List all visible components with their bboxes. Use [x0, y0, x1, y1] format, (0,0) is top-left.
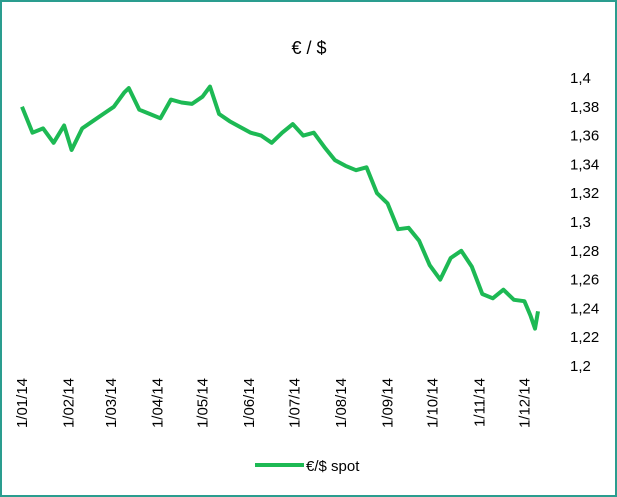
- series-line: [20, 84, 540, 331]
- y-tick-label: 1,26: [570, 272, 599, 289]
- y-tick-label: 1,28: [570, 243, 599, 260]
- y-tick-label: 1,24: [570, 300, 599, 317]
- x-tick-label: 1/06/14: [241, 378, 258, 428]
- x-tick-label: 1/12/14: [516, 378, 533, 428]
- x-tick-label: 1/03/14: [103, 378, 120, 428]
- x-tick-label: 1/10/14: [425, 378, 442, 428]
- y-tick-label: 1,2: [570, 358, 591, 375]
- y-tick-label: 1,4: [570, 70, 591, 87]
- y-tick-label: 1,32: [570, 185, 599, 202]
- y-tick-label: 1,36: [570, 128, 599, 145]
- x-tick-label: 1/02/14: [61, 378, 78, 428]
- y-tick-label: 1,38: [570, 99, 599, 116]
- y-tick-label: 1,34: [570, 156, 599, 173]
- x-tick-label: 1/09/14: [380, 378, 397, 428]
- x-tick-label: 1/07/14: [286, 378, 303, 428]
- x-tick-label: 1/11/14: [471, 378, 488, 427]
- x-tick-label: 1/01/14: [14, 378, 31, 428]
- legend-label: €/$ spot: [306, 458, 360, 475]
- x-tick-label: 1/04/14: [149, 378, 166, 428]
- x-tick-label: 1/05/14: [195, 378, 212, 428]
- y-tick-label: 1,3: [570, 214, 591, 231]
- chart-title: € / $: [291, 38, 326, 58]
- y-tick-label: 1,22: [570, 329, 599, 346]
- x-tick-label: 1/08/14: [333, 378, 350, 428]
